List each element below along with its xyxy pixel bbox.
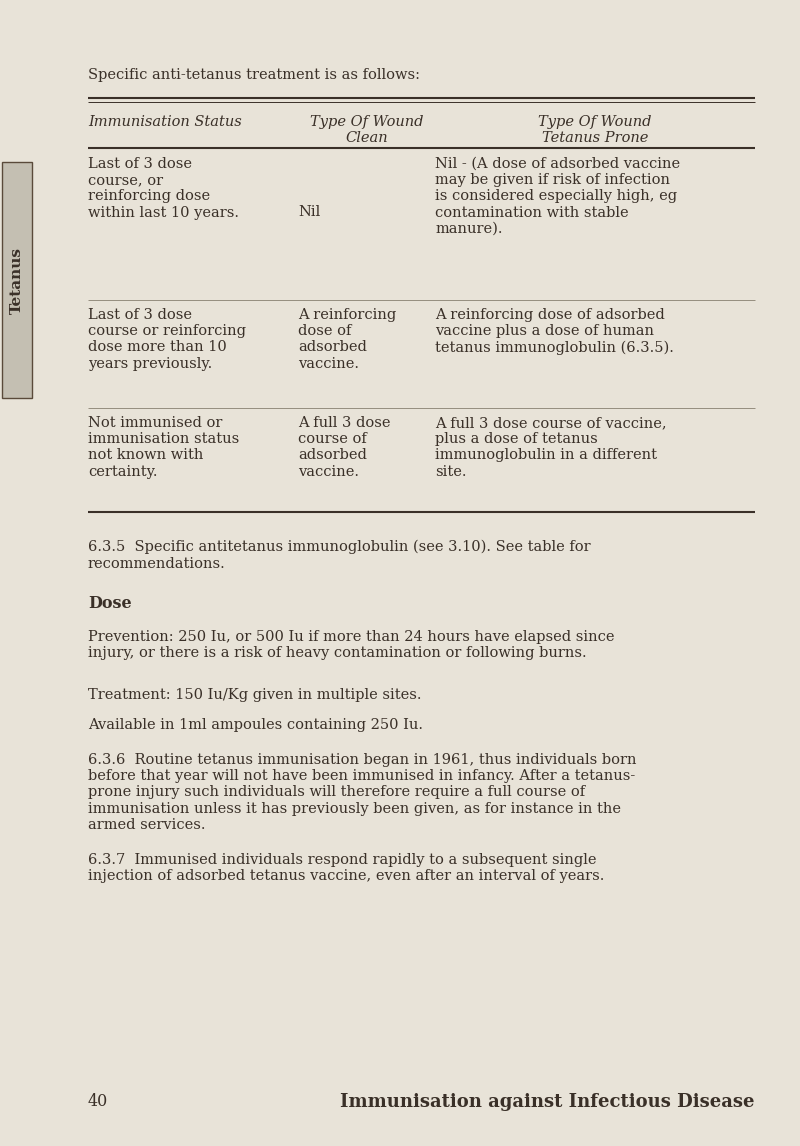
Text: Treatment: 150 Iu/Kg given in multiple sites.: Treatment: 150 Iu/Kg given in multiple s… [88,688,422,702]
Text: 40: 40 [88,1093,108,1110]
Text: A full 3 dose course of vaccine,
plus a dose of tetanus
immunoglobulin in a diff: A full 3 dose course of vaccine, plus a … [435,416,666,479]
Text: Clean: Clean [345,131,388,146]
Text: Immunisation against Infectious Disease: Immunisation against Infectious Disease [341,1093,755,1110]
Text: Tetanus Prone: Tetanus Prone [542,131,648,146]
Bar [2,162,32,398]
Text: 6.3.7  Immunised individuals respond rapidly to a subsequent single
injection of: 6.3.7 Immunised individuals respond rapi… [88,853,604,884]
Text: 6.3.5  Specific antitetanus immunoglobulin (see 3.10). See table for
recommendat: 6.3.5 Specific antitetanus immunoglobuli… [88,540,590,571]
Text: Last of 3 dose
course or reinforcing
dose more than 10
years previously.: Last of 3 dose course or reinforcing dos… [88,308,246,370]
Text: A reinforcing
dose of
adsorbed
vaccine.: A reinforcing dose of adsorbed vaccine. [298,308,396,370]
Text: 6.3.6  Routine tetanus immunisation began in 1961, thus individuals born
before : 6.3.6 Routine tetanus immunisation began… [88,753,637,832]
Text: Type Of Wound: Type Of Wound [310,115,423,129]
Text: Prevention: 250 Iu, or 500 Iu if more than 24 hours have elapsed since
injury, o: Prevention: 250 Iu, or 500 Iu if more th… [88,630,614,660]
Text: Not immunised or
immunisation status
not known with
certainty.: Not immunised or immunisation status not… [88,416,239,479]
Text: Last of 3 dose
course, or
reinforcing dose
within last 10 years.: Last of 3 dose course, or reinforcing do… [88,157,239,220]
Text: Nil: Nil [298,205,320,219]
Text: A full 3 dose
course of
adsorbed
vaccine.: A full 3 dose course of adsorbed vaccine… [298,416,390,479]
Text: Tetanus: Tetanus [10,246,24,314]
Text: Type Of Wound: Type Of Wound [538,115,652,129]
Text: Dose: Dose [88,595,132,612]
Text: Available in 1ml ampoules containing 250 Iu.: Available in 1ml ampoules containing 250… [88,719,423,732]
Text: Immunisation Status: Immunisation Status [88,115,242,129]
Text: A reinforcing dose of adsorbed
vaccine plus a dose of human
tetanus immunoglobul: A reinforcing dose of adsorbed vaccine p… [435,308,674,355]
Text: Specific anti-tetanus treatment is as follows:: Specific anti-tetanus treatment is as fo… [88,68,420,83]
Text: Nil - (A dose of adsorbed vaccine
may be given if risk of infection
is considere: Nil - (A dose of adsorbed vaccine may be… [435,157,680,236]
